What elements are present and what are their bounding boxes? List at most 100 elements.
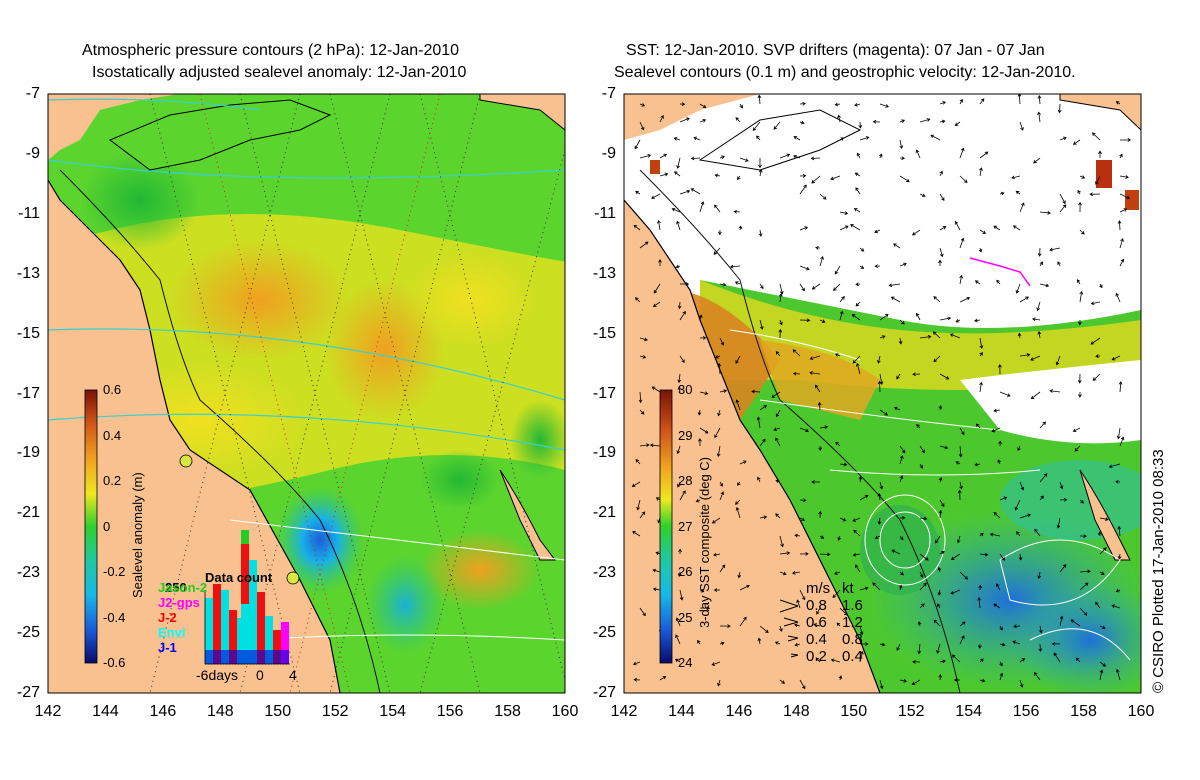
velocity-arrow	[991, 427, 1001, 433]
velocity-arrow	[1019, 513, 1032, 519]
velocity-arrow	[919, 463, 923, 469]
velocity-arrow	[799, 101, 806, 106]
velocity-arrow	[1119, 258, 1125, 267]
velocity-arrow	[877, 355, 881, 364]
velocity-arrow	[1076, 279, 1081, 285]
x-tick-label: 152	[897, 703, 925, 720]
velocity-arrow	[633, 224, 641, 231]
velocity-arrow	[1011, 175, 1021, 180]
velocity-arrow	[899, 516, 906, 520]
velocity-arrow	[917, 621, 922, 627]
velocity-arrow	[799, 679, 806, 690]
velocity-arrow	[1070, 619, 1081, 627]
velocity-arrow	[888, 283, 901, 288]
velocity-arrow	[758, 168, 763, 177]
velocity-arrow	[855, 564, 861, 573]
velocity-arrow	[699, 118, 707, 123]
velocity-arrow	[635, 459, 641, 465]
velocity-arrow	[839, 310, 844, 321]
velocity-arrow	[1051, 641, 1061, 646]
velocity-arrow	[890, 296, 901, 303]
velocity-arrow	[799, 517, 805, 521]
velocity-arrow	[717, 679, 721, 687]
credit-text: © CSIRO Plotted 17-Jan-2010 08:33	[1150, 449, 1167, 693]
velocity-arrow	[719, 389, 728, 393]
velocity-arrow	[729, 264, 741, 269]
velocity-arrow	[1019, 353, 1031, 357]
velocity-arrow	[1033, 157, 1041, 164]
velocity-arrow	[955, 461, 961, 465]
velocity-arrow	[734, 499, 741, 505]
velocity-arrow	[832, 589, 841, 599]
velocity-arrow	[719, 641, 725, 646]
velocity-arrow	[1117, 525, 1122, 537]
velocity-arrow	[1015, 283, 1021, 294]
velocity-arrow	[979, 167, 983, 177]
velocity-arrow	[999, 496, 1008, 501]
y-tick-label: -9	[601, 144, 616, 162]
data-count-legend-envi: Envi	[158, 625, 186, 640]
velocity-arrow	[1097, 531, 1102, 537]
velocity-arrow	[839, 137, 845, 141]
velocity-arrow	[1059, 481, 1064, 490]
velocity-arrow	[1037, 330, 1042, 339]
velocity-arrow	[859, 642, 869, 646]
x-tick-label: 150	[840, 703, 868, 720]
velocity-unit-kt: kt	[842, 580, 854, 597]
velocity-arrow	[999, 553, 1005, 561]
data-count-legend-j2-gps: J2-gps	[158, 595, 200, 610]
velocity-arrow	[933, 296, 941, 303]
velocity-arrow	[693, 136, 701, 141]
velocity-arrow	[950, 553, 961, 560]
y-tick-label: -17	[16, 384, 40, 402]
velocity-arrow	[896, 643, 901, 651]
velocity-arrow	[739, 584, 750, 591]
velocity-arrow	[879, 679, 884, 690]
velocity-arrow	[638, 391, 643, 404]
velocity-arrow	[678, 548, 682, 555]
velocity-legend-ms: 0.2	[806, 648, 827, 665]
velocity-arrow	[874, 229, 881, 234]
colorbar-tick-label: 28	[678, 473, 693, 488]
velocity-arrow	[859, 247, 865, 252]
velocity-arrow	[939, 119, 946, 124]
velocity-arrow	[989, 532, 1001, 537]
velocity-arrow	[779, 625, 783, 632]
velocity-arrow	[919, 582, 927, 591]
x-tick-label: 148	[206, 703, 234, 720]
velocity-arrow	[1111, 604, 1121, 609]
velocity-arrow	[919, 118, 931, 123]
velocity-arrow	[819, 425, 829, 430]
velocity-arrow	[719, 564, 726, 573]
velocity-arrow	[939, 499, 945, 508]
velocity-arrow	[854, 172, 861, 177]
velocity-arrow	[1074, 445, 1081, 452]
velocity-arrow	[979, 229, 987, 234]
velocity-arrow	[799, 120, 805, 125]
x-tick-label: 144	[92, 703, 119, 720]
velocity-arrow	[1116, 427, 1121, 440]
velocity-arrow	[838, 675, 843, 681]
x-tick-label: 152	[321, 703, 349, 720]
velocity-arrow	[1016, 531, 1021, 537]
velocity-arrow	[839, 296, 845, 303]
velocity-arrow	[1115, 292, 1121, 303]
velocity-arrow	[839, 607, 848, 616]
x-tick-label: 146	[149, 703, 177, 720]
velocity-arrow	[1018, 553, 1023, 561]
velocity-arrow	[879, 103, 890, 108]
left-map	[48, 94, 565, 693]
colorbar-tick-label: 0	[103, 518, 111, 534]
velocity-arrow	[756, 416, 761, 429]
velocity-arrow	[695, 498, 701, 503]
velocity-arrow	[1013, 624, 1021, 629]
x-tick-label: 148	[782, 703, 810, 720]
velocity-arrow	[1017, 445, 1021, 452]
velocity-arrow	[1034, 528, 1041, 537]
velocity-arrow	[649, 443, 661, 448]
velocity-arrow	[639, 241, 649, 249]
velocity-arrow	[879, 642, 886, 647]
velocity-arrow	[699, 588, 705, 593]
velocity-arrow	[671, 207, 681, 213]
x-tick-label: 146	[725, 703, 753, 720]
